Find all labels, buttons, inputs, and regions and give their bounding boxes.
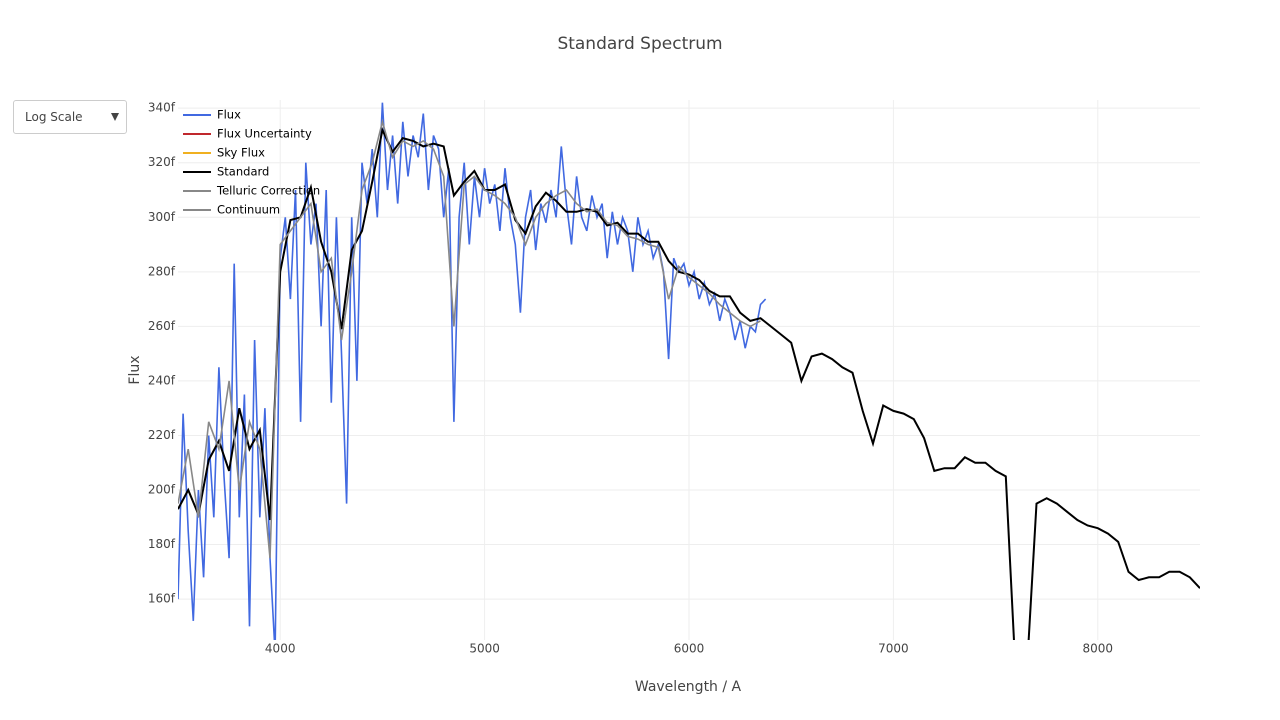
x-tick-label: 7000 bbox=[878, 642, 909, 656]
x-tick-label: 4000 bbox=[265, 642, 296, 656]
y-tick-label: 240f bbox=[148, 373, 176, 387]
legend-label: Telluric Correction bbox=[216, 184, 320, 198]
series-line bbox=[178, 118, 761, 559]
y-tick-label: 280f bbox=[148, 264, 176, 278]
y-tick-label: 180f bbox=[148, 537, 176, 551]
y-tick-label: 340f bbox=[148, 101, 176, 115]
series-line bbox=[178, 102, 767, 640]
legend-label: Flux bbox=[217, 108, 241, 122]
y-axis-title: Flux bbox=[127, 355, 143, 384]
x-tick-label: 8000 bbox=[1083, 642, 1114, 656]
y-tick-label: 300f bbox=[148, 210, 176, 224]
series-line bbox=[178, 126, 1200, 640]
y-tick-label: 260f bbox=[148, 319, 176, 333]
legend: Flux Flux Uncertainty Sky Flux Standard Tell… bbox=[183, 108, 320, 217]
y-tick-label: 220f bbox=[148, 428, 176, 442]
y-tick-label: 160f bbox=[148, 592, 176, 606]
dropdown-arrow bbox=[111, 113, 119, 121]
scale-dropdown[interactable]: Log Scale bbox=[13, 100, 127, 134]
legend-label: Flux Uncertainty bbox=[217, 127, 312, 141]
x-tick-label: 5000 bbox=[469, 642, 500, 656]
y-tick-label: 320f bbox=[148, 155, 176, 169]
chart-title: Standard Spectrum bbox=[557, 34, 722, 54]
dropdown-label: Log Scale bbox=[25, 110, 83, 124]
legend-label: Continuum bbox=[217, 203, 280, 217]
x-tick-label: 6000 bbox=[674, 642, 705, 656]
legend-label: Sky Flux bbox=[217, 146, 265, 160]
x-axis-title: Wavelength / A bbox=[635, 679, 742, 695]
y-tick-label: 200f bbox=[148, 483, 176, 497]
legend-label: Standard bbox=[217, 165, 269, 179]
traces bbox=[178, 102, 1200, 640]
